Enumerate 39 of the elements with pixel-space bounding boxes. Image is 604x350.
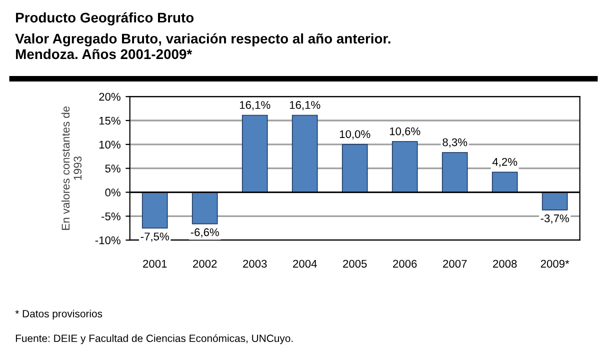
y-tick-label: -5% bbox=[102, 212, 120, 220]
y-tick-label: -10% bbox=[95, 236, 120, 244]
y-tick-label: 5% bbox=[105, 164, 120, 172]
data-label: 10,6% bbox=[390, 127, 420, 137]
data-label: 10,0% bbox=[340, 130, 370, 140]
x-tick-label: 2007 bbox=[443, 260, 467, 268]
x-tick-label: 2001 bbox=[143, 260, 167, 268]
bar bbox=[392, 141, 418, 193]
x-tick-label: 2003 bbox=[243, 260, 267, 268]
bar bbox=[492, 172, 518, 193]
y-tick-label: 10% bbox=[99, 140, 120, 149]
data-label: -3,7% bbox=[540, 214, 569, 224]
data-label: -7,5% bbox=[140, 232, 169, 242]
bar bbox=[142, 192, 168, 229]
y-axis-title: En valores constantes de 1993 bbox=[61, 106, 82, 230]
bar bbox=[442, 152, 468, 193]
data-label: 16,1% bbox=[240, 101, 270, 110]
bar bbox=[192, 192, 218, 224]
data-label: -6,6% bbox=[190, 228, 219, 238]
x-tick-label: 2005 bbox=[343, 260, 367, 268]
x-tick-label: 2006 bbox=[393, 260, 417, 268]
bar bbox=[242, 114, 268, 193]
y-tick-label: 0% bbox=[105, 188, 120, 196]
x-tick-label: 2004 bbox=[293, 260, 317, 268]
data-label: 8,3% bbox=[442, 138, 468, 148]
bar bbox=[342, 144, 368, 193]
data-label: 4,2% bbox=[492, 158, 518, 168]
x-tick-label: 2009* bbox=[540, 260, 570, 268]
text: * Datos provisorios bbox=[15, 310, 102, 320]
source-note: Fuente: DEIE y Facultad de Ciencias Económicas, UNCuyo. bbox=[16, 334, 293, 344]
chart-title: Producto Geográfico Bruto bbox=[16, 12, 194, 26]
x-tick-label: 2002 bbox=[193, 260, 217, 268]
bar bbox=[542, 192, 568, 210]
chart-subtitle: Valor Agregado Bruto, variación respecto al año anterior. Mendoza. Años 2001-2009* bbox=[15, 33, 390, 60]
y-tick-label: 15% bbox=[99, 116, 120, 125]
y-tick-label: 20% bbox=[99, 92, 120, 101]
x-tick-label: 2008 bbox=[493, 260, 517, 268]
data-label: 16,1% bbox=[290, 101, 320, 110]
bar bbox=[292, 114, 318, 193]
